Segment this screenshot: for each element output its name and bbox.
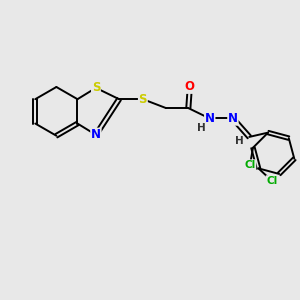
Text: H: H <box>236 136 244 146</box>
Text: N: N <box>91 128 101 141</box>
Text: N: N <box>228 112 238 125</box>
Text: H: H <box>197 123 206 133</box>
Text: N: N <box>205 112 215 125</box>
Text: S: S <box>139 93 147 106</box>
Text: Cl: Cl <box>266 176 278 186</box>
Text: O: O <box>185 80 195 93</box>
Text: S: S <box>92 81 100 94</box>
Text: Cl: Cl <box>244 160 256 170</box>
